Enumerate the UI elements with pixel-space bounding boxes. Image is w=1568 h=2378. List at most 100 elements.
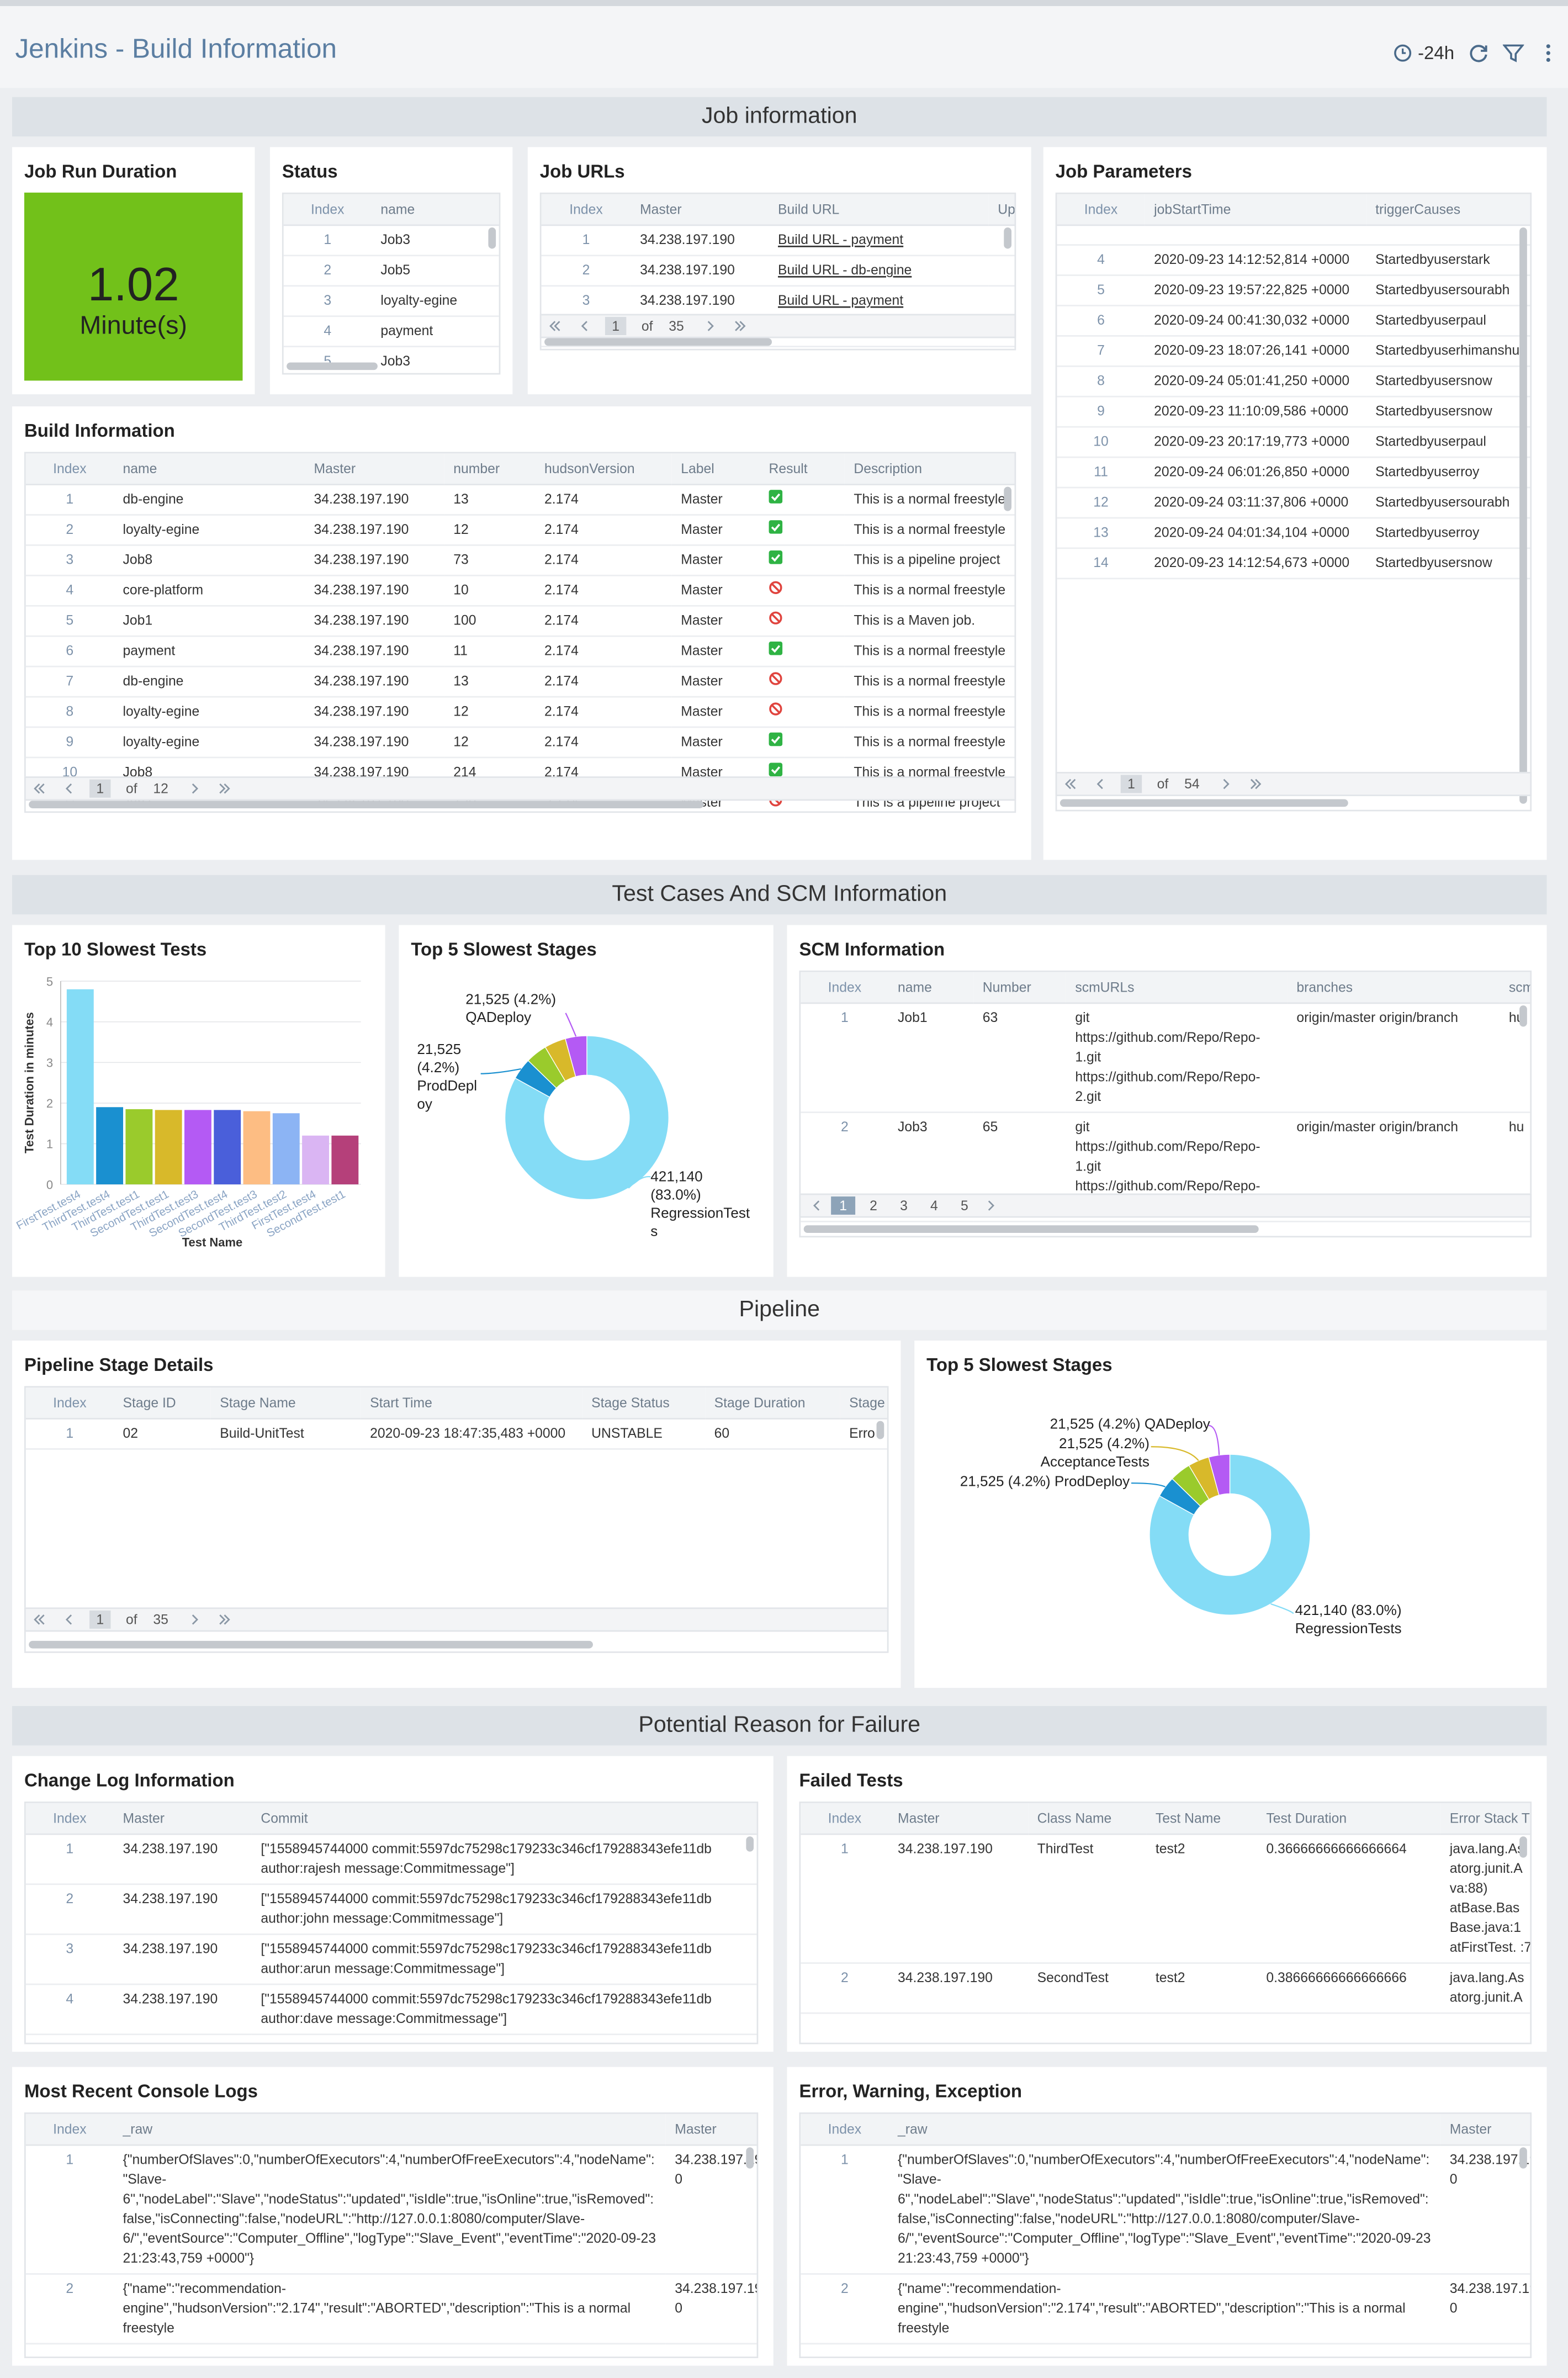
- build-url-link[interactable]: Build URL - db-engine: [778, 262, 912, 278]
- data-table: Index name 1 Job3 2 Job5 3 loyalty-egine 4 paymen…: [283, 194, 499, 373]
- icon-check: [771, 766, 781, 775]
- pager-button[interactable]: [62, 1611, 77, 1629]
- horizontal-scrollbar[interactable]: [803, 1225, 1259, 1233]
- current-page[interactable]: 1: [89, 779, 111, 798]
- time-icon[interactable]: [1392, 43, 1413, 63]
- vertical-scrollbar[interactable]: [1004, 227, 1011, 249]
- page-number[interactable]: 2: [870, 1198, 877, 1214]
- vertical-scrollbar[interactable]: [1519, 227, 1527, 804]
- vertical-scrollbar[interactable]: [876, 1421, 884, 1439]
- header-row: Index name Number scmURLs branches scm: [801, 972, 1530, 1004]
- table-row: 3 loyalty-egine: [283, 285, 499, 317]
- horizontal-scrollbar[interactable]: [544, 338, 772, 346]
- build-url-link[interactable]: Build URL - payment: [778, 232, 904, 247]
- vertical-scrollbar[interactable]: [488, 227, 496, 249]
- index-cell: 9: [1057, 396, 1145, 428]
- pager-button[interactable]: [62, 780, 77, 798]
- pager: 1 of 12: [24, 776, 1016, 801]
- column-header: Stage Name: [210, 1387, 361, 1420]
- more-icon[interactable]: [1541, 43, 1556, 63]
- column-header: Index: [801, 2114, 889, 2146]
- horizontal-scrollbar[interactable]: [1060, 799, 1348, 807]
- table-row: 1 db-engine 34.238.197.190 13 2.174 Master Thi…: [25, 484, 1015, 516]
- table-cell: Startedbyuserpaul: [1366, 427, 1530, 458]
- leader-line: [565, 1013, 577, 1037]
- icon-ring: [769, 611, 782, 624]
- pager-button[interactable]: [217, 780, 232, 798]
- vertical-scrollbar[interactable]: [746, 1836, 754, 1852]
- horizontal-scrollbar[interactable]: [29, 1640, 593, 1649]
- pager-button[interactable]: [1093, 775, 1108, 793]
- bar: [66, 989, 94, 1185]
- table-cell: This is a normal freestyle: [844, 484, 1015, 516]
- build-url-link[interactable]: Build URL - payment: [778, 293, 904, 308]
- pager-button[interactable]: [733, 317, 748, 335]
- chevron: [192, 783, 199, 794]
- current-page[interactable]: 1: [89, 1610, 111, 1629]
- table-row: 5 Job3: [283, 346, 499, 373]
- pager-of: of: [125, 1612, 137, 1628]
- pager-button[interactable]: [702, 317, 717, 335]
- index-cell: 1: [25, 1418, 114, 1450]
- time-range[interactable]: -24h: [1418, 42, 1455, 64]
- table-row: 9 loyalty-egine 34.238.197.190 12 2.174 Maste…: [25, 727, 1015, 759]
- bar-chart: 012345FirstTest.test4ThirdTest.test4Thir…: [14, 974, 361, 1249]
- index-cell: 8: [25, 697, 114, 728]
- pager-button[interactable]: [810, 1196, 825, 1215]
- table-cell: Startedbyusersourabh: [1366, 275, 1530, 306]
- table-cell: 2.174: [535, 515, 672, 546]
- column-header: Master: [305, 453, 444, 485]
- table-container: Index _raw Master 1 {"numberOfSlaves":0,"num…: [24, 2112, 759, 2358]
- table-cell: java.lang.As atorg.junit.A va:88) atBase…: [1440, 1834, 1530, 1964]
- donut-chart: [1131, 1424, 1311, 1616]
- vertical-scrollbar[interactable]: [1519, 2147, 1527, 2169]
- pager-button[interactable]: [1218, 775, 1233, 793]
- pager-button[interactable]: [548, 317, 563, 335]
- table-cell: 34.238.197.190: [113, 1834, 252, 1886]
- table-row: 1 Job3: [283, 225, 499, 257]
- horizontal-scrollbar[interactable]: [29, 801, 704, 808]
- pager-button[interactable]: [32, 1611, 47, 1629]
- current-page[interactable]: 1: [1120, 775, 1142, 793]
- icon-bg: [769, 520, 783, 534]
- index-cell: 2: [801, 2274, 889, 2345]
- filter-icon[interactable]: [1502, 43, 1524, 63]
- pager-button[interactable]: [983, 1196, 998, 1215]
- column-header: Index: [25, 1803, 114, 1835]
- pager-button[interactable]: [578, 317, 592, 335]
- pager-button[interactable]: [1248, 775, 1263, 793]
- vertical-scrollbar[interactable]: [1004, 486, 1011, 511]
- horizontal-scrollbar[interactable]: [287, 362, 378, 370]
- pager-button[interactable]: [1063, 775, 1078, 793]
- table-cell: 2020-09-24 00:41:30,032 +0000: [1145, 305, 1366, 337]
- index-cell: 13: [1057, 517, 1145, 549]
- pager-button[interactable]: [217, 1611, 232, 1629]
- refresh-icon[interactable]: [1468, 43, 1489, 63]
- data-label-value: 421,140 (83.0%): [650, 1169, 703, 1204]
- pager-button[interactable]: [32, 780, 47, 798]
- index-cell: 11: [1057, 457, 1145, 489]
- table-row: 2 {"name":"recommendation-engine","hudson…: [25, 2274, 757, 2345]
- pager-button[interactable]: [187, 780, 202, 798]
- pager-button[interactable]: [187, 1611, 202, 1629]
- page-number[interactable]: 4: [930, 1198, 938, 1214]
- index-cell: 6: [1057, 305, 1145, 337]
- current-page[interactable]: 1: [605, 317, 627, 336]
- failure-icon: [769, 672, 782, 685]
- page-number[interactable]: 3: [900, 1198, 908, 1214]
- donut-slice: [1149, 1454, 1311, 1616]
- table-row: 1 {"numberOfSlaves":0,"numberOfExecutors"…: [801, 2145, 1530, 2275]
- page-number[interactable]: 1: [831, 1196, 856, 1215]
- vertical-scrollbar[interactable]: [1519, 1836, 1527, 1858]
- index-cell: 4: [25, 1984, 114, 2035]
- bar: [302, 1135, 330, 1185]
- page-number[interactable]: 5: [960, 1198, 968, 1214]
- vertical-scrollbar[interactable]: [746, 2147, 754, 2169]
- table-cell: ["1558945744000 commit:5597dc75298c17923…: [251, 1834, 757, 1886]
- table-body: 1 02 Build-UnitTest 2020-09-23 18:47:35,483…: [25, 1418, 887, 1450]
- vertical-scrollbar[interactable]: [1519, 1005, 1527, 1027]
- table-cell: Master: [671, 666, 760, 698]
